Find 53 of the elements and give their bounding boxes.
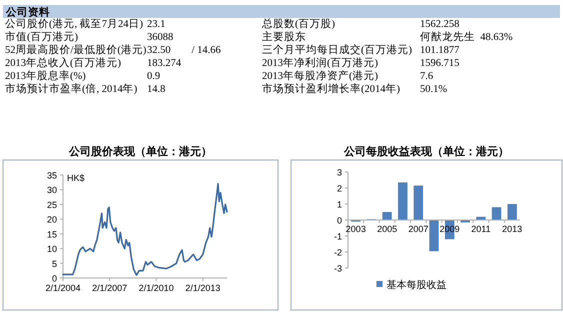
text: 14.8 [147,84,166,95]
x-tick-label: 2/1/2013 [185,283,220,293]
text: 2013年总收入(百万港元) [5,56,122,69]
text: 1596.715 [420,58,460,69]
text: 183.274 [147,58,182,69]
text: 23.1 [147,19,166,30]
y-tick-label: 2 [336,184,342,194]
text: 7.6 [420,71,434,82]
text: 市场预计盈利增长率(2014年) [262,82,400,95]
y-tick-label: 0 [52,274,57,284]
chart-title: 公司股价表现（单位：港元） [68,145,212,158]
text: 0.9 [147,71,160,82]
y-tick-label: -2 [334,248,342,258]
y-tick-label: 35 [46,170,57,180]
y-tick-label: 10 [46,244,57,254]
text: 市场预计市盈率(倍, 2014年) [5,82,138,95]
x-tick-label: 2007 [408,224,428,234]
y-tick-label: -3 [334,264,342,274]
text: 52周最高股价/最低股价(港元) [5,43,147,56]
y-tick-label: 15 [46,229,57,240]
text: 何猷龙先生 48.63% [420,30,513,43]
y-tick-label: 20 [46,214,57,225]
text: 2013年净利润(百万港元) [262,56,378,69]
text: 32.50 / 14.66 [147,45,221,56]
legend-label: 基本每股收益 [386,279,446,291]
y-tick-label: 30 [46,185,57,196]
text: 2013年每股净资产(港元) [262,69,378,82]
x-tick-label: 2011 [471,224,491,234]
chart-title: 公司每股收益表现（单位：港元） [343,145,509,158]
text: 主要股东 [262,30,306,43]
x-tick-label: 2/1/2007 [92,283,128,293]
text: 101.1877 [420,45,460,56]
text: 公司股价(港元, 截至7月24日) [5,17,144,30]
y-tick-label: 5 [52,258,57,269]
text: 总股数(百万股) [261,17,336,30]
x-tick-label: 2/1/2010 [138,283,174,293]
x-tick-label: 2/1/2004 [45,283,81,293]
text: 36088 [147,32,174,43]
x-tick-label: 2005 [377,224,398,234]
y-tick-label: 0 [336,216,342,226]
text: 三个月平均每日成交(百万港元) [262,43,412,56]
y-tick-label: 1 [336,200,342,210]
y-tick-label: 25 [46,200,57,210]
y-axis-title: HK$ [67,173,85,183]
text: 50.1% [420,84,448,95]
x-tick-label: 2003 [346,224,366,234]
text: 2013年股息率(%) [5,69,86,82]
text: 1562.258 [420,19,460,30]
text: 市值(百万港元) [5,30,78,43]
text: 公司资料 [5,6,50,18]
x-tick-label: 2013 [502,224,522,234]
y-tick-label: -1 [334,232,342,242]
y-tick-label: 3 [336,168,342,178]
